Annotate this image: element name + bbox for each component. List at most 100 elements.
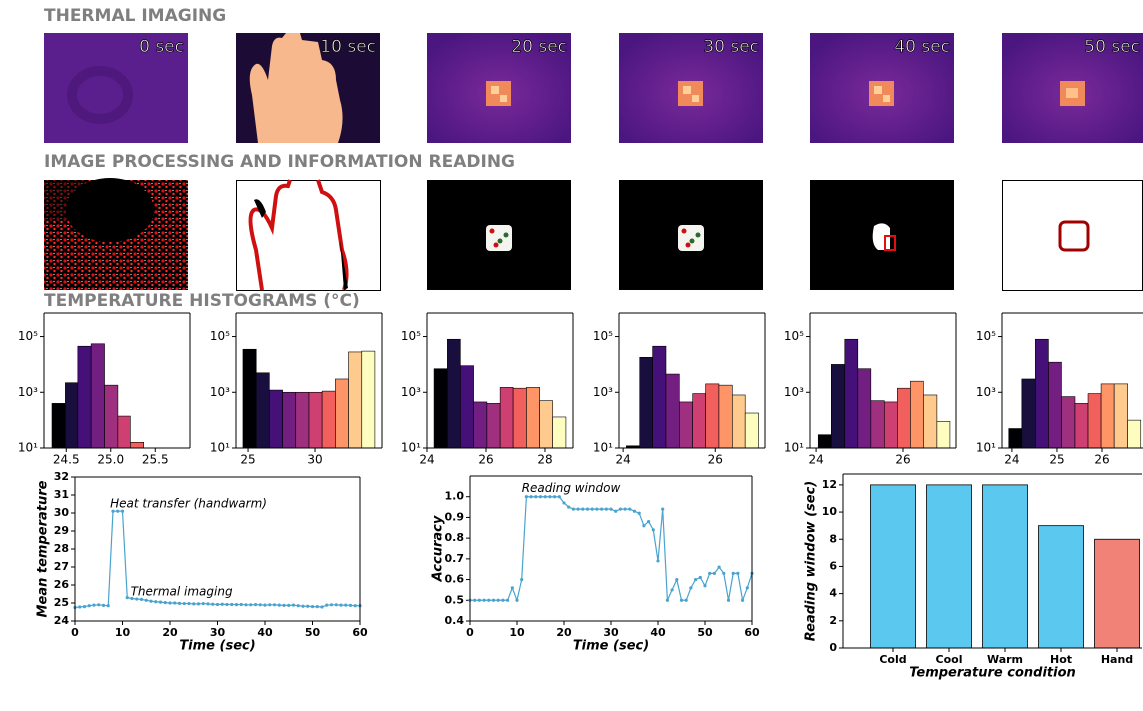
point <box>348 603 353 607</box>
point <box>287 603 291 607</box>
point <box>571 507 576 511</box>
histogram-bar <box>77 345 92 449</box>
point <box>670 588 674 592</box>
y-tick-label: 10¹ <box>18 441 38 455</box>
bar <box>982 484 1028 649</box>
histogram-bar <box>665 373 680 449</box>
x-tick-label: 26 <box>1094 453 1109 467</box>
thermal-image: 40 sec <box>810 33 954 143</box>
point <box>689 586 693 590</box>
point <box>745 586 749 590</box>
x-tick-label: 30 <box>210 626 226 639</box>
y-tick-label: 27 <box>54 560 69 573</box>
histogram-bar <box>552 416 567 449</box>
y-tick-label: 24 <box>54 614 70 627</box>
point <box>557 495 561 499</box>
chart: 0 2 4 6 8 10 12 Cold Cool Warm Hot Hand Temperature … <box>804 473 1142 681</box>
point <box>731 571 735 575</box>
point <box>609 507 613 511</box>
point <box>177 601 182 605</box>
chart: 0.4 0.5 0.6 0.7 0.8 0.9 1.0 0 10 20 30 40 50 60 Readin… <box>431 475 760 654</box>
y-tick-label: 0.8 <box>445 531 465 544</box>
histogram-bar <box>269 389 283 449</box>
point <box>491 598 496 602</box>
point <box>154 600 158 604</box>
point <box>353 604 357 608</box>
y-tick-label: 10¹ <box>593 441 613 455</box>
point <box>477 598 481 602</box>
histogram-bar <box>526 387 540 449</box>
histogram-bar <box>692 393 706 449</box>
point <box>548 495 552 499</box>
point <box>344 603 348 607</box>
point <box>506 598 510 602</box>
histogram-bar <box>1061 396 1076 449</box>
point <box>543 495 547 499</box>
point <box>614 509 618 513</box>
point <box>642 524 646 528</box>
point <box>315 605 319 609</box>
point <box>473 598 477 602</box>
point <box>263 603 267 607</box>
point <box>97 603 101 607</box>
point <box>675 577 679 582</box>
histogram-bar <box>255 372 270 449</box>
histogram-bar <box>679 401 693 449</box>
y-tick-label: 4 <box>829 587 837 600</box>
point <box>173 601 177 605</box>
x-tick-label: 26 <box>895 453 910 467</box>
histogram-bar <box>1021 378 1036 449</box>
y-tick-label: 10³ <box>976 385 996 399</box>
point <box>206 602 210 606</box>
point <box>585 507 590 511</box>
point <box>618 507 623 511</box>
point <box>567 505 571 509</box>
point <box>211 602 215 606</box>
histogram-bar <box>718 384 733 449</box>
point <box>234 603 239 607</box>
y-tick-label: 0.9 <box>445 510 465 523</box>
x-tick-label: Warm <box>987 653 1023 666</box>
histogram-bar <box>1100 383 1115 449</box>
point <box>196 602 201 606</box>
histogram-bar <box>348 351 363 449</box>
point <box>590 507 594 511</box>
x-tick-label: 25 <box>240 453 255 467</box>
point <box>647 519 651 524</box>
x-tick-label: 60 <box>352 626 368 639</box>
y-tick-label: 10 <box>822 505 838 518</box>
histogram-bar <box>731 394 746 449</box>
y-tick-label: 10¹ <box>401 441 421 455</box>
x-tick-label: 30 <box>603 626 619 639</box>
histogram-bar <box>447 338 461 449</box>
y-tick-label: 6 <box>829 559 837 572</box>
x-tick-label: 24 <box>616 453 631 467</box>
chart: 10¹ 10³ 10⁵ 25 30 <box>210 312 383 467</box>
point <box>192 602 196 606</box>
point <box>553 495 557 499</box>
x-tick-label: 25 <box>1049 453 1064 467</box>
x-tick-label: Cold <box>879 653 906 666</box>
point <box>600 507 604 511</box>
point <box>310 605 315 609</box>
y-tick-label: 10¹ <box>976 441 996 455</box>
y-tick-label: 10³ <box>401 385 421 399</box>
histogram-bar <box>335 378 349 449</box>
histogram-bar <box>433 368 448 449</box>
time-label: 50 sec <box>1084 37 1140 57</box>
y-tick-label: 0 <box>829 641 837 654</box>
y-tick-label: 10⁵ <box>593 329 613 343</box>
point <box>717 565 721 569</box>
histogram-bar <box>473 401 488 449</box>
y-tick-label: 25 <box>54 596 69 609</box>
point <box>230 602 234 607</box>
x-tick-label: 26 <box>708 453 723 467</box>
point <box>220 602 224 606</box>
y-tick-label: 26 <box>54 578 70 591</box>
point <box>726 598 731 602</box>
x-axis-label: Temperature condition <box>909 666 1076 681</box>
time-label: 10 sec <box>320 37 376 57</box>
y-tick-label: 0.4 <box>445 614 465 627</box>
histogram-bar <box>460 365 474 449</box>
